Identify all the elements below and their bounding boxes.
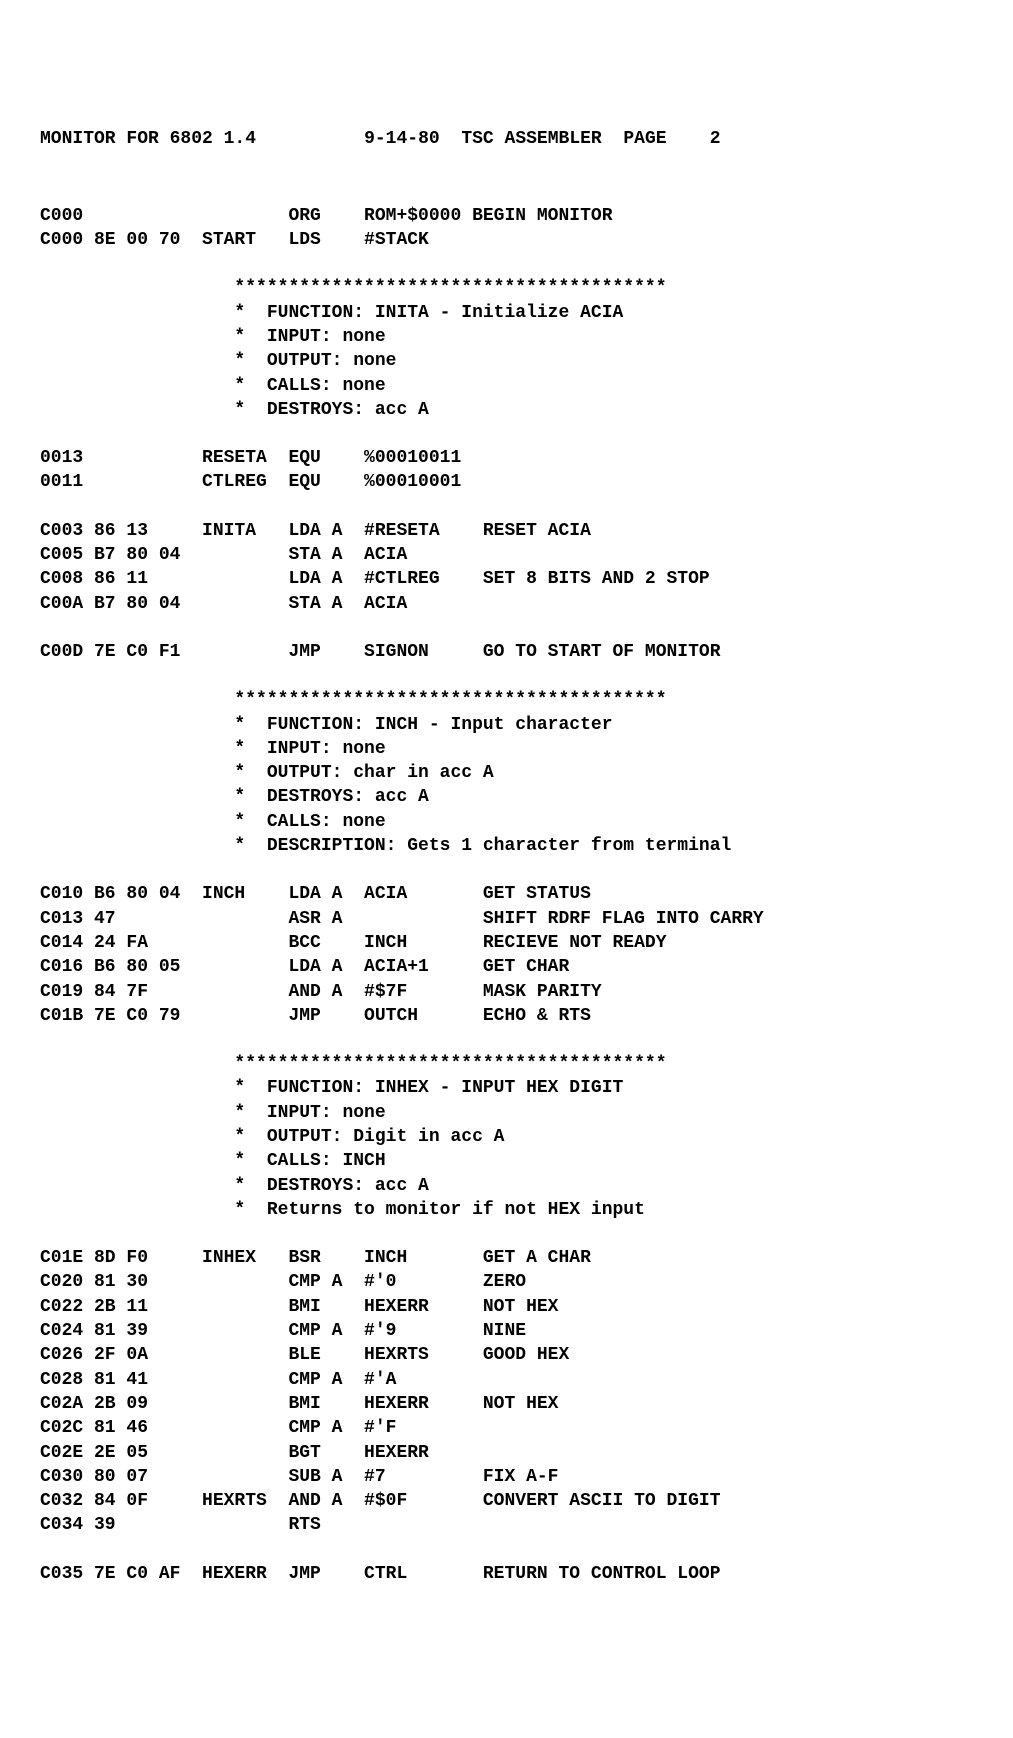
listing-line: C000 ORG ROM+$0000 BEGIN MONITOR xyxy=(40,204,973,228)
listing-line: C008 86 11 LDA A #CTLREG SET 8 BITS AND … xyxy=(40,567,973,591)
header-page-number: 2 xyxy=(710,129,721,149)
listing-line: C01B 7E C0 79 JMP OUTCH ECHO & RTS xyxy=(40,1004,973,1028)
listing-line: C005 B7 80 04 STA A ACIA xyxy=(40,543,973,567)
listing-line: * FUNCTION: INHEX - INPUT HEX DIGIT xyxy=(40,1076,973,1100)
listing-line: C026 2F 0A BLE HEXRTS GOOD HEX xyxy=(40,1343,973,1367)
blank-line xyxy=(40,495,973,519)
listing-line: C01E 8D F0 INHEX BSR INCH GET A CHAR xyxy=(40,1246,973,1270)
listing-line: C02E 2E 05 BGT HEXERR xyxy=(40,1441,973,1465)
listing-line: C000 8E 00 70 START LDS #STACK xyxy=(40,228,973,252)
listing-line: C022 2B 11 BMI HEXERR NOT HEX xyxy=(40,1295,973,1319)
listing-line: C00D 7E C0 F1 JMP SIGNON GO TO START OF … xyxy=(40,640,973,664)
listing-line: C030 80 07 SUB A #7 FIX A-F xyxy=(40,1465,973,1489)
listing-line: **************************************** xyxy=(40,688,973,712)
blank-line xyxy=(40,1028,973,1052)
page-header: MONITOR FOR 6802 1.4 9-14-80 TSC ASSEMBL… xyxy=(40,127,973,151)
listing-line: C019 84 7F AND A #$7F MASK PARITY xyxy=(40,980,973,1004)
listing-line: * FUNCTION: INITA - Initialize ACIA xyxy=(40,301,973,325)
listing-line: C014 24 FA BCC INCH RECIEVE NOT READY xyxy=(40,931,973,955)
listing-line: C032 84 0F HEXRTS AND A #$0F CONVERT ASC… xyxy=(40,1489,973,1513)
listing-line: C034 39 RTS xyxy=(40,1513,973,1537)
listing-line: * FUNCTION: INCH - Input character xyxy=(40,713,973,737)
listing-line: * Returns to monitor if not HEX input xyxy=(40,1198,973,1222)
header-assembler: TSC ASSEMBLER xyxy=(461,129,601,149)
listing-line: C020 81 30 CMP A #'0 ZERO xyxy=(40,1270,973,1294)
blank-line xyxy=(40,664,973,688)
listing-line: * OUTPUT: none xyxy=(40,349,973,373)
blank-line xyxy=(40,858,973,882)
header-title: MONITOR FOR 6802 1.4 xyxy=(40,129,256,149)
listing-line: * INPUT: none xyxy=(40,325,973,349)
listing-line: **************************************** xyxy=(40,276,973,300)
listing-line: * DESTROYS: acc A xyxy=(40,1174,973,1198)
blank-line xyxy=(40,1538,973,1562)
listing-line: C016 B6 80 05 LDA A ACIA+1 GET CHAR xyxy=(40,955,973,979)
header-date: 9-14-80 xyxy=(364,129,440,149)
listing-line: * OUTPUT: Digit in acc A xyxy=(40,1125,973,1149)
listing-line: * CALLS: INCH xyxy=(40,1149,973,1173)
listing-line: C035 7E C0 AF HEXERR JMP CTRL RETURN TO … xyxy=(40,1562,973,1586)
listing-line: C024 81 39 CMP A #'9 NINE xyxy=(40,1319,973,1343)
listing-line: * DESCRIPTION: Gets 1 character from ter… xyxy=(40,834,973,858)
listing-line: 0011 CTLREG EQU %00010001 xyxy=(40,470,973,494)
listing-line: * INPUT: none xyxy=(40,737,973,761)
listing-line: C02C 81 46 CMP A #'F xyxy=(40,1416,973,1440)
listing-line: C02A 2B 09 BMI HEXERR NOT HEX xyxy=(40,1392,973,1416)
listing-line: **************************************** xyxy=(40,1052,973,1076)
listing-line: * DESTROYS: acc A xyxy=(40,398,973,422)
listing-line: C00A B7 80 04 STA A ACIA xyxy=(40,592,973,616)
listing-line: * CALLS: none xyxy=(40,810,973,834)
listing-line: * CALLS: none xyxy=(40,374,973,398)
listing-line: 0013 RESETA EQU %00010011 xyxy=(40,446,973,470)
blank-line xyxy=(40,616,973,640)
listing-line: C003 86 13 INITA LDA A #RESETA RESET ACI… xyxy=(40,519,973,543)
listing-line: C013 47 ASR A SHIFT RDRF FLAG INTO CARRY xyxy=(40,907,973,931)
blank-line xyxy=(40,1222,973,1246)
listing-line: * INPUT: none xyxy=(40,1101,973,1125)
listing-line: * DESTROYS: acc A xyxy=(40,785,973,809)
blank-line xyxy=(40,252,973,276)
assembly-listing: C000 ORG ROM+$0000 BEGIN MONITORC000 8E … xyxy=(40,204,973,1586)
header-page-label: PAGE xyxy=(623,129,666,149)
listing-line: * OUTPUT: char in acc A xyxy=(40,761,973,785)
blank-line xyxy=(40,422,973,446)
listing-line: C028 81 41 CMP A #'A xyxy=(40,1368,973,1392)
listing-line: C010 B6 80 04 INCH LDA A ACIA GET STATUS xyxy=(40,882,973,906)
